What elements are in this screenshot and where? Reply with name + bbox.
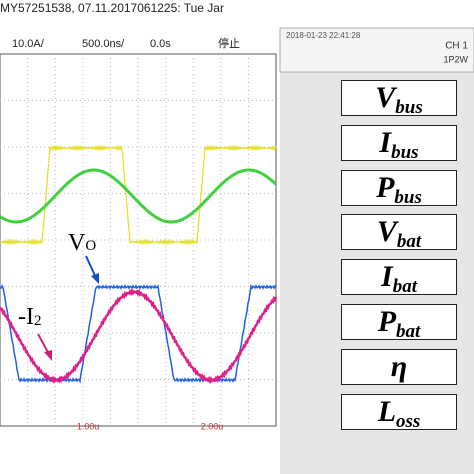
i2-arrowhead — [44, 350, 52, 361]
quantity-label: Ibat — [341, 259, 457, 298]
label-sub: bus — [394, 186, 422, 208]
panel-channel: CH 1 — [445, 41, 468, 52]
quantity-label: Vbat — [341, 214, 457, 253]
header-status: 停止 — [218, 36, 240, 50]
i2-label: -I2 — [18, 304, 41, 330]
label-main: I — [379, 125, 392, 159]
label-sub: bat — [396, 231, 422, 253]
header-delay: 0.0s — [150, 38, 171, 50]
label-main: P — [376, 170, 395, 204]
quantity-label: η — [341, 348, 457, 385]
label-sub: bat — [396, 321, 421, 342]
waveform — [0, 287, 278, 385]
vo-label: VO — [68, 230, 96, 256]
label-sub: oss — [396, 410, 421, 432]
quantity-label: Pbus — [341, 169, 457, 208]
time-label: 2.00u — [201, 421, 224, 431]
panel-wiring: 1P2W — [443, 54, 468, 64]
waveform — [0, 144, 277, 246]
panel-timestamp: 2018-01-23 22:41:28 — [286, 31, 361, 40]
panel-header — [279, 27, 474, 73]
header-scale: 10.0A/ — [12, 38, 45, 50]
waveform — [0, 168, 278, 224]
header-title: MY57251538, 07.11.2017061225: Tue Jar — [0, 1, 224, 15]
label-main: L — [377, 394, 397, 428]
quantity-label: Pbat — [341, 304, 457, 342]
label-main: P — [377, 305, 397, 338]
quantity-label: Ibus — [341, 124, 457, 163]
label-sub: bus — [395, 97, 423, 118]
quantity-label: Vbus — [341, 80, 457, 118]
label-main: I — [381, 260, 393, 294]
time-label: 1.00u — [77, 421, 100, 431]
quantity-label: Loss — [341, 393, 457, 432]
label-main: V — [375, 81, 396, 114]
label-main: η — [390, 349, 408, 383]
vo-arrowhead — [91, 273, 99, 284]
label-main: V — [376, 215, 397, 249]
label-sub: bat — [392, 276, 417, 298]
label-sub: bus — [391, 141, 419, 163]
header-timebase: 500.0ns/ — [82, 38, 125, 50]
